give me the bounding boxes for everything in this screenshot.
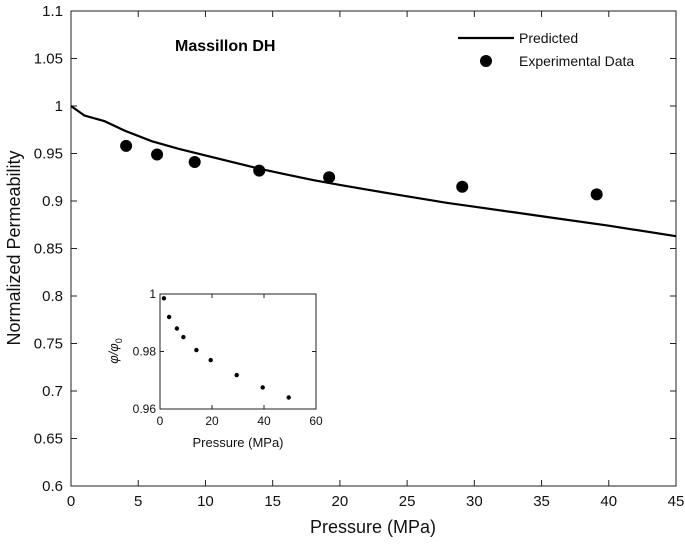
main-xtick-label: 35 [533,493,550,510]
main-xtick-label: 0 [67,493,75,510]
inset-x-axis-label: Pressure (MPa) [192,435,283,450]
experimental-point [590,188,603,201]
inset-point [286,395,291,400]
main-ytick-label: 0.6 [42,478,63,495]
main-ytick-label: 0.65 [34,431,63,448]
main-ytick-label: 0.85 [34,241,63,258]
main-ytick-label: 1 [55,98,63,115]
y-axis-label: Normalized Permeability [4,150,24,345]
inset-ytick-labels: 0.96 0.98 1 [133,287,157,416]
experimental-point [456,180,469,193]
inset-xtick-label: 40 [257,414,271,428]
inset-plot-frame [159,293,317,410]
main-xtick-label: 30 [466,493,483,510]
inset-point [234,372,239,378]
legend-label-experimental: Experimental Data [519,53,634,69]
main-xtick-label: 45 [668,493,685,510]
inset-point [194,347,199,353]
main-xtick-labels: 0 5 10 15 20 25 30 35 40 45 [67,493,685,510]
inset-ticks [159,293,317,410]
inset-ytick-label: 0.96 [133,402,157,416]
inset-xtick-label: 60 [309,414,323,428]
main-ytick-labels: 0.6 0.65 0.7 0.75 0.8 0.85 0.9 0.95 1 1.05 1.1 [34,3,63,495]
main-ytick-label: 0.75 [34,336,63,353]
inset-point [181,334,186,340]
predicted-line [70,105,677,238]
experimental-point [151,148,164,161]
experimental-point [120,139,133,152]
main-xtick-label: 40 [600,493,617,510]
main-xtick-label: 15 [264,493,281,510]
experimental-point [188,156,201,169]
legend: Predicted Experimental Data [458,30,634,69]
legend-marker-swatch [480,55,492,67]
inset-xtick-labels: 0 20 40 60 [157,414,323,428]
main-xtick-label: 25 [399,493,416,510]
main-ytick-label: 1.1 [42,3,63,20]
main-ticks [70,10,677,487]
inset-points [161,296,291,400]
main-ytick-label: 0.7 [42,383,63,400]
x-axis-label: Pressure (MPa) [310,517,436,537]
inset-y-label-main: φ/φ [106,343,121,364]
experimental-point [323,171,336,184]
legend-label-predicted: Predicted [519,30,578,46]
main-ytick-label: 0.9 [42,193,63,210]
inset-y-axis-label: φ/φ0 [106,338,124,364]
inset-y-label-sub: 0 [114,338,124,343]
inset-point [208,357,213,363]
chart-title: Massillon DH [175,38,275,55]
experimental-points [120,139,603,201]
inset-xtick-label: 20 [205,414,219,428]
main-xtick-label: 5 [134,493,142,510]
inset-point [174,326,180,331]
main-xtick-label: 20 [332,493,349,510]
inset-xtick-label: 0 [157,414,164,428]
inset-point [166,314,172,320]
experimental-point [253,164,266,177]
inset-point [260,385,265,390]
main-ytick-label: 1.05 [34,51,63,68]
main-xtick-label: 10 [197,493,214,510]
inset-point [161,296,167,301]
inset-ytick-label: 0.98 [133,345,157,359]
main-ytick-label: 0.95 [34,146,63,163]
main-ytick-label: 0.8 [42,288,63,305]
inset-ytick-label: 1 [149,287,156,301]
